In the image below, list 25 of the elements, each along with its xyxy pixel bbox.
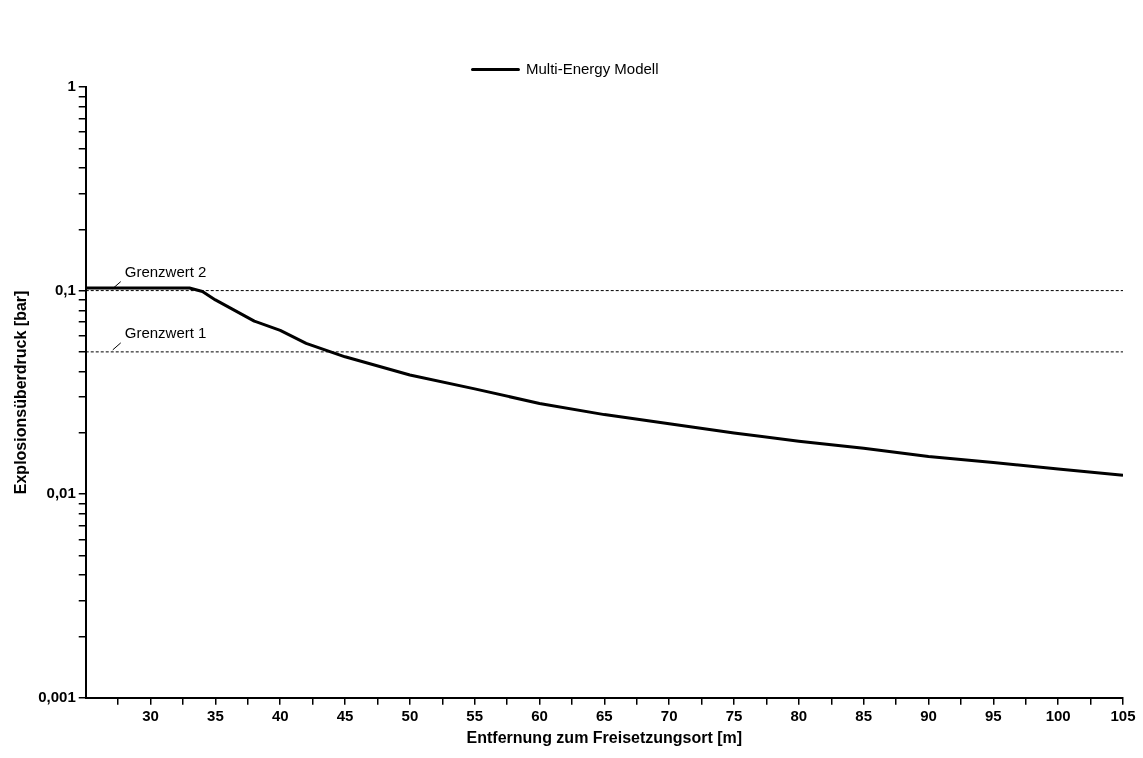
x-tick-label: 45 <box>336 706 354 724</box>
x-tick-label: 80 <box>790 706 808 724</box>
x-tick-label: 60 <box>531 706 548 724</box>
x-tick-label: 70 <box>660 706 678 724</box>
x-tick-label: 100 <box>1045 706 1071 724</box>
ref-line-label: Grenzwert 2 <box>124 262 207 280</box>
x-tick-label: 40 <box>271 706 289 724</box>
legend-label: Multi-Energy Modell <box>525 59 659 77</box>
x-tick-label: 65 <box>596 706 613 724</box>
y-tick-label: 0,01 <box>46 484 76 502</box>
x-tick-label: 105 <box>1110 706 1136 724</box>
y-tick-label: 0,1 <box>54 280 76 298</box>
x-tick-label: 75 <box>725 706 743 724</box>
y-tick-label: 0,001 <box>38 687 76 705</box>
x-tick-label: 50 <box>401 706 419 724</box>
x-axis-title: Entfernung zum Freisetzungsort [m] <box>466 728 743 746</box>
x-tick-label: 55 <box>466 706 484 724</box>
ref-line-label: Grenzwert 1 <box>124 323 207 341</box>
x-tick-label: 35 <box>207 706 224 724</box>
x-tick-label: 90 <box>920 706 937 724</box>
y-tick-label: 1 <box>67 77 76 95</box>
x-tick-label: 85 <box>855 706 873 724</box>
y-axis-title: Explosionsüberdruck [bar] <box>12 290 30 495</box>
x-tick-label: 30 <box>142 706 159 724</box>
x-tick-label: 95 <box>985 706 1002 724</box>
